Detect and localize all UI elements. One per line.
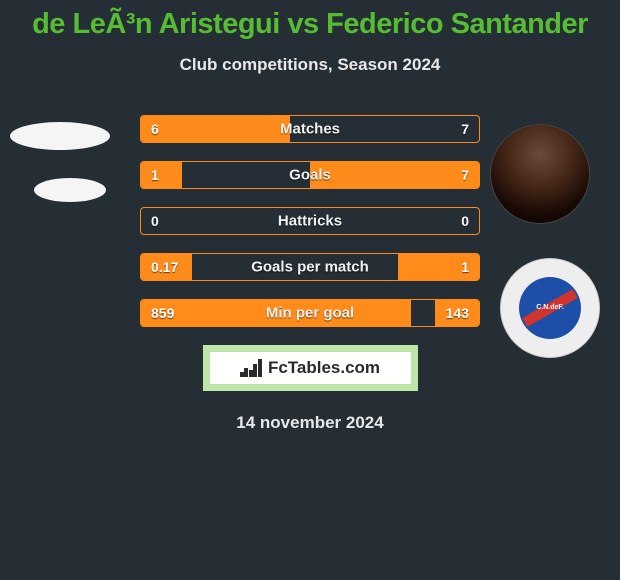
logo-text: FcTables.com (268, 358, 380, 378)
stat-label: Goals (289, 167, 331, 184)
date-text: 14 november 2024 (0, 413, 620, 433)
club-badge-icon: C.N.deF. (519, 277, 581, 339)
barchart-icon (240, 359, 262, 377)
player-right-avatar (490, 124, 590, 224)
value-right: 143 (446, 305, 469, 321)
value-left: 1 (151, 167, 159, 183)
stat-label: Hattricks (278, 213, 342, 230)
stat-row: 0.17 1 Goals per match (140, 253, 480, 281)
value-right: 1 (461, 259, 469, 275)
bar-left (141, 162, 182, 188)
subtitle: Club competitions, Season 2024 (0, 55, 620, 75)
value-left: 0.17 (151, 259, 178, 275)
page-title: de LeÃ³n Aristegui vs Federico Santander (0, 0, 620, 41)
value-right: 0 (461, 213, 469, 229)
value-left: 6 (151, 121, 159, 137)
value-right: 7 (461, 167, 469, 183)
player-left-avatar (10, 122, 110, 150)
bar-left (141, 116, 290, 142)
stats-container: 6 7 Matches 1 7 Goals 0 0 Hattricks 0.17 1 Goals pe… (140, 115, 480, 327)
value-left: 859 (151, 305, 174, 321)
stat-row: 1 7 Goals (140, 161, 480, 189)
club-left-badge (34, 178, 106, 202)
club-right-badge: C.N.deF. (500, 258, 600, 358)
stat-label: Goals per match (251, 259, 369, 276)
value-right: 7 (461, 121, 469, 137)
stat-label: Min per goal (266, 305, 354, 322)
stat-row: 859 143 Min per goal (140, 299, 480, 327)
value-left: 0 (151, 213, 159, 229)
logo-box: FcTables.com (203, 345, 418, 391)
stat-row: 0 0 Hattricks (140, 207, 480, 235)
bar-right (310, 162, 479, 188)
stat-label: Matches (280, 121, 340, 138)
stat-row: 6 7 Matches (140, 115, 480, 143)
